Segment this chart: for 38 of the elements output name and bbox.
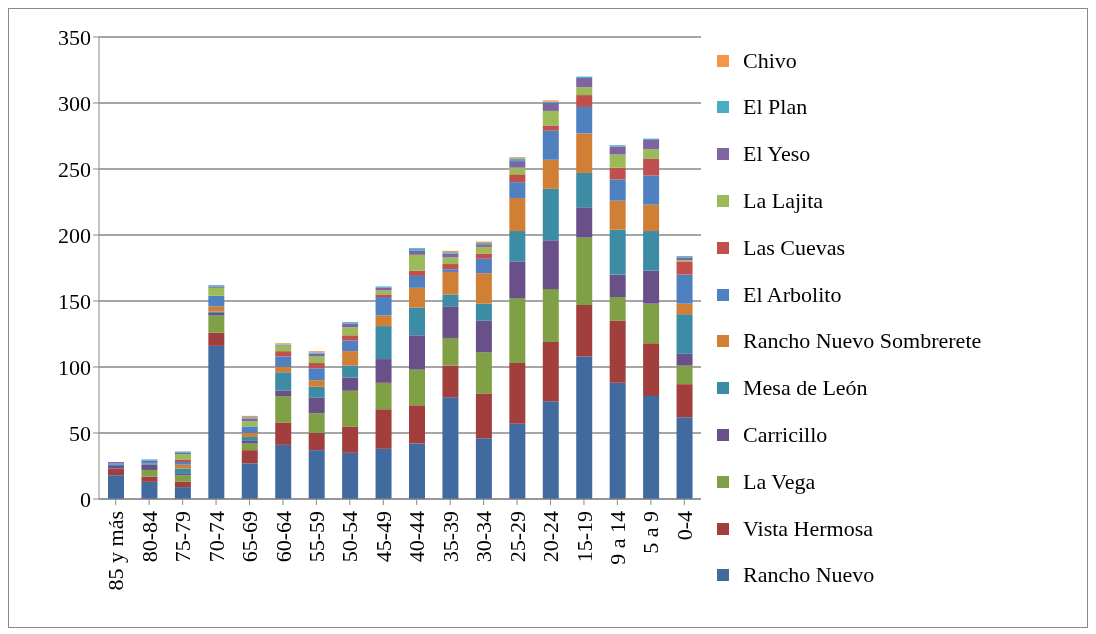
legend-label: Rancho Nuevo Sombrerete: [743, 328, 982, 355]
y-tick-label: 150: [58, 288, 91, 314]
legend-label: La Lajita: [743, 188, 824, 214]
x-tick-label: 40-44: [404, 511, 430, 563]
x-tick-label: 50-54: [337, 511, 363, 563]
y-tick-label: 50: [69, 420, 91, 446]
x-tick-label: 5 a 9: [638, 511, 664, 554]
legend-label: Chivo: [743, 47, 797, 74]
x-tick-label: 30-34: [471, 511, 497, 563]
legend-label: La Vega: [743, 468, 816, 495]
x-tick-label: 75-79: [170, 511, 196, 563]
y-tick-label: 200: [58, 222, 91, 248]
x-tick-label: 55-59: [304, 511, 330, 563]
x-tick-label: 45-49: [370, 511, 396, 563]
x-tick-label: 80-84: [136, 511, 162, 563]
x-tick-label: 9 a 14: [605, 511, 631, 565]
x-tick-label: 35-39: [437, 511, 463, 563]
x-tick-label: 70-74: [203, 511, 229, 563]
legend-label: El Yeso: [743, 141, 811, 168]
x-tick-label: 15-19: [571, 511, 597, 563]
y-tick-label: 250: [58, 156, 91, 182]
legend-label: Rancho Nuevo: [743, 562, 875, 589]
legend-label: Carricillo: [743, 421, 828, 448]
x-tick-label: 20-24: [538, 511, 564, 563]
y-tick-label: 0: [80, 486, 91, 512]
legend-label: Mesa de León: [743, 375, 868, 402]
legend-label: El Arbolito: [743, 281, 842, 308]
x-tick-label: 65-69: [237, 511, 263, 563]
y-tick-label: 300: [58, 90, 91, 116]
legend-label: El Plan: [743, 94, 808, 121]
x-tick-label: 60-64: [270, 511, 296, 563]
x-tick-label: 25-29: [504, 511, 530, 563]
y-tick-label: 100: [58, 354, 91, 380]
y-tick-label: 350: [58, 24, 91, 50]
legend-label: Vista Hermosa: [743, 515, 874, 542]
x-tick-label: 85 y más: [103, 511, 129, 591]
x-tick-label: 0-4: [671, 511, 697, 541]
legend-label: Las Cuevas: [743, 234, 846, 261]
